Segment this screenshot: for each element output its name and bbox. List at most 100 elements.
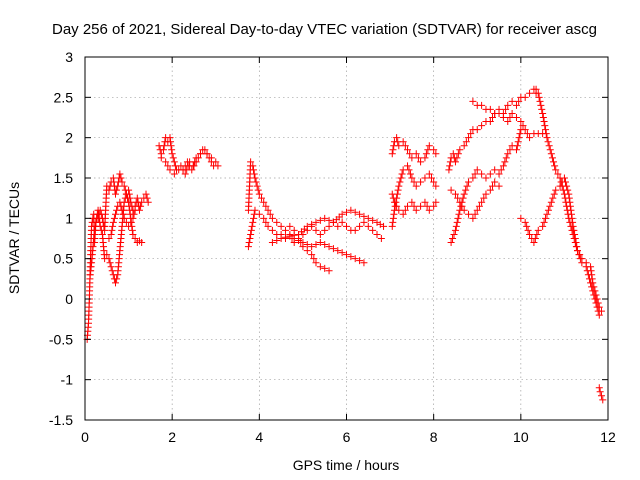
data-point xyxy=(417,158,425,166)
data-point xyxy=(536,97,544,105)
data-point xyxy=(412,150,420,158)
data-point xyxy=(94,206,102,214)
data-point xyxy=(159,146,167,154)
data-point xyxy=(512,101,520,109)
data-point xyxy=(599,396,607,404)
y-tick-label: -0.5 xyxy=(49,331,73,347)
data-point xyxy=(248,222,256,230)
data-point xyxy=(127,218,135,226)
data-point xyxy=(351,226,359,234)
data-point xyxy=(105,186,113,194)
data-point xyxy=(398,170,406,178)
data-point xyxy=(506,114,514,121)
data-point xyxy=(451,158,459,166)
data-point xyxy=(447,239,455,247)
data-point xyxy=(142,190,150,198)
data-point xyxy=(107,263,115,271)
data-point xyxy=(122,190,130,198)
data-point xyxy=(516,130,524,138)
data-point xyxy=(249,162,257,170)
data-point xyxy=(568,214,576,222)
data-point xyxy=(462,138,470,146)
data-point xyxy=(547,198,555,206)
data-point xyxy=(566,202,574,210)
data-point xyxy=(521,218,529,226)
data-point xyxy=(469,97,477,105)
data-point xyxy=(129,214,137,222)
data-point xyxy=(412,206,420,214)
data-point xyxy=(129,230,137,238)
data-point xyxy=(460,190,468,198)
data-point xyxy=(369,226,377,234)
data-point xyxy=(508,109,516,117)
data-point xyxy=(192,154,200,162)
data-point xyxy=(502,105,510,113)
data-point xyxy=(471,170,479,178)
data-point xyxy=(512,146,520,154)
data-point xyxy=(460,206,468,214)
data-point xyxy=(504,150,512,158)
data-point xyxy=(592,299,600,307)
data-point xyxy=(486,118,494,126)
data-point xyxy=(549,194,557,202)
data-point xyxy=(578,259,586,267)
data-point xyxy=(456,146,464,154)
data-point xyxy=(401,142,409,150)
data-point xyxy=(112,210,120,218)
data-point xyxy=(334,247,342,255)
data-point xyxy=(389,214,397,222)
data-point xyxy=(552,186,560,194)
data-point xyxy=(133,194,141,202)
data-point xyxy=(432,182,440,190)
data-point xyxy=(250,166,258,174)
data-point xyxy=(329,245,337,253)
data-point xyxy=(389,218,397,226)
data-point xyxy=(164,162,172,170)
data-point xyxy=(210,162,218,170)
data-point xyxy=(572,239,580,247)
data-point xyxy=(450,230,458,238)
data-point xyxy=(343,208,350,216)
data-point xyxy=(565,190,573,198)
data-point xyxy=(502,154,510,162)
data-point xyxy=(393,202,401,210)
data-point xyxy=(266,210,274,218)
data-point xyxy=(491,178,499,186)
y-tick-label: 3 xyxy=(65,49,73,65)
data-point xyxy=(128,226,136,234)
data-point xyxy=(537,101,545,109)
data-point xyxy=(181,170,189,178)
data-point xyxy=(131,206,139,214)
data-point xyxy=(430,178,438,186)
data-point xyxy=(406,170,414,178)
data-point xyxy=(258,194,266,202)
data-point xyxy=(125,186,133,194)
data-point xyxy=(160,142,168,150)
data-point xyxy=(495,182,503,190)
data-point xyxy=(422,150,430,158)
data-point xyxy=(501,158,509,166)
data-point xyxy=(591,295,599,303)
data-point xyxy=(103,251,111,259)
data-point xyxy=(338,210,346,218)
series-trace-6 xyxy=(244,158,385,242)
data-point xyxy=(105,235,113,242)
data-point xyxy=(545,142,553,150)
data-point xyxy=(589,287,597,295)
data-point xyxy=(316,263,324,271)
data-point xyxy=(191,158,199,166)
data-point xyxy=(585,275,593,283)
data-point xyxy=(277,235,285,242)
series-trace-9 xyxy=(290,235,368,267)
data-point xyxy=(260,198,268,206)
data-point xyxy=(430,202,438,210)
data-point xyxy=(316,216,324,224)
data-point xyxy=(542,130,550,138)
data-point xyxy=(532,85,540,93)
data-point xyxy=(588,283,596,291)
y-tick-labels: -1.5 -1 -0.5 0 0.5 1 1.5 2 2.5 3 xyxy=(49,49,73,428)
data-point xyxy=(189,162,197,170)
data-point xyxy=(478,170,486,178)
data-point xyxy=(475,202,483,210)
